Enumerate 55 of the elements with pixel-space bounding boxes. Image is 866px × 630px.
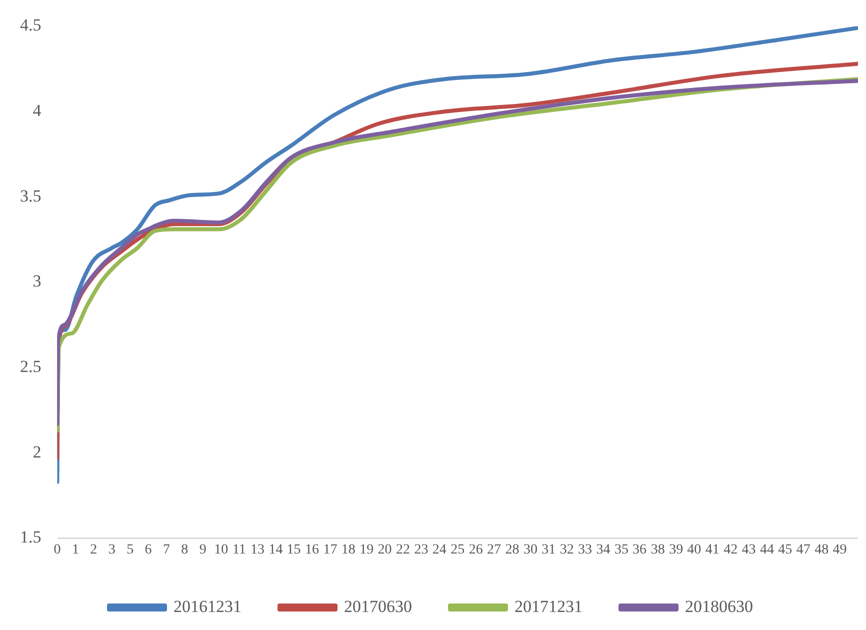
x-tick-label: 38 <box>650 542 665 558</box>
x-tick-label: 13 <box>250 542 264 558</box>
x-tick-label: 20 <box>378 542 392 558</box>
legend-label: 20171231 <box>514 596 582 616</box>
x-tick-label: 35 <box>614 542 628 558</box>
y-tick-label: 4.5 <box>20 16 42 35</box>
y-tick-label: 4 <box>32 101 42 120</box>
x-tick-label: 34 <box>596 542 610 558</box>
x-tick-label: 33 <box>578 542 592 558</box>
x-tick-label: 30 <box>523 542 538 558</box>
x-tick-label: 22 <box>396 542 410 558</box>
x-tick-label: 49 <box>832 542 847 558</box>
x-tick-label: 40 <box>687 542 702 558</box>
x-tick-label: 3 <box>108 542 116 558</box>
x-tick-label: 41 <box>705 542 720 558</box>
legend-label: 20180630 <box>685 596 753 616</box>
x-tick-label: 44 <box>760 542 774 558</box>
x-tick-label: 42 <box>724 542 738 558</box>
x-tick-label: 31 <box>542 542 556 558</box>
x-tick-label: 15 <box>286 542 301 558</box>
x-tick-label: 36 <box>632 542 647 558</box>
x-tick-label: 47 <box>796 542 810 558</box>
y-tick-label: 3.5 <box>20 186 42 206</box>
x-tick-label: 16 <box>305 542 320 558</box>
x-tick-label: 32 <box>560 542 574 558</box>
x-tick-label: 45 <box>778 542 792 558</box>
x-tick-label: 28 <box>505 542 520 558</box>
x-tick-label: 7 <box>162 542 170 558</box>
y-tick-label: 3 <box>32 272 42 291</box>
legend-label: 20161231 <box>174 596 242 616</box>
x-tick-label: 24 <box>432 542 446 558</box>
x-tick-label: 14 <box>268 542 283 558</box>
x-tick-label: 39 <box>669 542 684 558</box>
x-tick-label: 27 <box>486 542 501 558</box>
x-tick-label: 17 <box>323 542 338 558</box>
x-tick-label: 48 <box>814 542 829 558</box>
x-tick-label: 18 <box>341 542 356 558</box>
x-tick-label: 19 <box>360 542 374 558</box>
x-tick-label: 10 <box>214 542 228 558</box>
x-tick-label: 26 <box>468 542 483 558</box>
x-tick-label: 1 <box>72 542 80 558</box>
x-tick-label: 25 <box>450 542 465 558</box>
x-tick-label: 5 <box>126 542 134 558</box>
y-tick-label: 2 <box>32 442 42 462</box>
x-tick-label: 9 <box>199 542 206 558</box>
legend-label: 20170630 <box>344 596 412 616</box>
x-tick-label: 6 <box>144 542 152 558</box>
x-tick-label: 23 <box>414 542 428 558</box>
x-tick-label: 2 <box>90 542 98 558</box>
x-tick-label: 43 <box>742 542 756 558</box>
x-tick-label: 11 <box>232 542 246 558</box>
x-tick-label: 0 <box>54 542 61 558</box>
y-tick-label: 2.5 <box>20 357 42 376</box>
y-tick-label: 1.5 <box>20 528 42 547</box>
x-tick-label: 8 <box>181 542 188 558</box>
